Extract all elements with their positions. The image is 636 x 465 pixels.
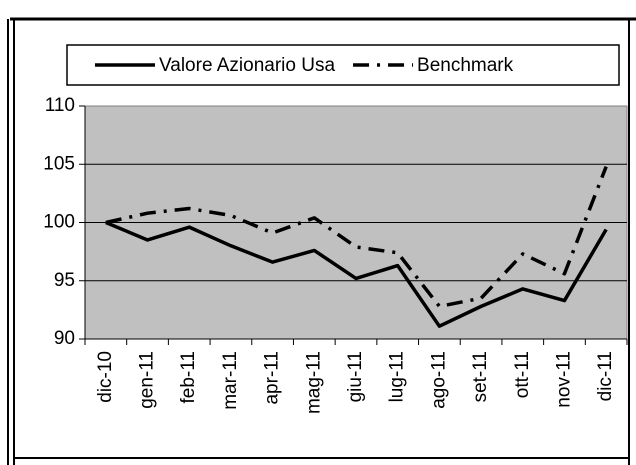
x-tick-label: apr-11 xyxy=(262,351,283,405)
x-tick-label: ago-11 xyxy=(428,351,449,409)
x-tick-label: lug-11 xyxy=(387,351,408,402)
x-tick-label: ott-11 xyxy=(512,351,533,398)
x-tick-label: giu-11 xyxy=(345,351,366,402)
x-tick-label: set-11 xyxy=(470,351,491,402)
y-tick-label: 90 xyxy=(54,328,75,349)
y-tick-label: 100 xyxy=(43,212,75,233)
x-tick-label: feb-11 xyxy=(178,351,199,403)
x-tick-label: dic-10 xyxy=(95,351,116,403)
legend-label: Benchmark xyxy=(417,55,514,76)
legend-label: Valore Azionario Usa xyxy=(159,55,335,76)
x-tick-label: gen-11 xyxy=(137,351,158,409)
x-tick-label: dic-11 xyxy=(595,351,616,401)
x-tick-label: nov-11 xyxy=(553,351,574,408)
series-line xyxy=(105,220,608,328)
y-tick-label: 95 xyxy=(54,270,75,291)
legend-box xyxy=(66,44,620,86)
x-tick-label: mag-11 xyxy=(303,351,324,414)
series-line xyxy=(105,165,608,309)
x-tick-label: mar-11 xyxy=(220,351,241,410)
y-tick-label: 105 xyxy=(43,153,75,174)
y-tick-label: 110 xyxy=(45,95,75,116)
